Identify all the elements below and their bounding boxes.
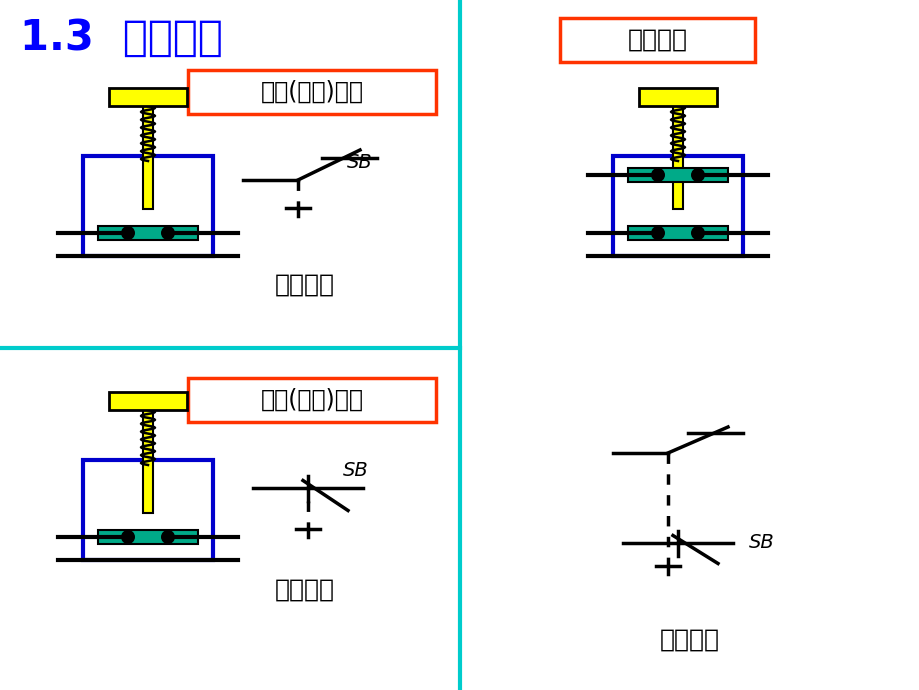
Text: 1.3  控制按鈕: 1.3 控制按鈕 <box>20 17 222 59</box>
Bar <box>98 226 198 240</box>
Bar <box>673 106 682 209</box>
Circle shape <box>161 530 175 544</box>
Bar <box>142 410 153 513</box>
Bar <box>560 18 754 62</box>
Bar <box>187 70 436 114</box>
Bar <box>612 156 743 256</box>
Circle shape <box>690 168 704 182</box>
Bar <box>83 156 213 256</box>
Text: 电路符号: 电路符号 <box>659 628 720 652</box>
Circle shape <box>651 226 664 240</box>
Text: 常开(动合)按鈕: 常开(动合)按鈕 <box>260 80 363 104</box>
Text: 电路符号: 电路符号 <box>275 273 335 297</box>
Bar <box>108 392 187 410</box>
Circle shape <box>121 226 135 240</box>
Bar <box>628 226 727 240</box>
Bar <box>83 460 213 560</box>
Bar <box>108 88 187 106</box>
Circle shape <box>690 226 704 240</box>
Text: SB: SB <box>346 152 372 172</box>
Text: SB: SB <box>343 460 369 480</box>
Bar <box>628 168 727 182</box>
Text: 复合按鈕: 复合按鈕 <box>627 28 686 52</box>
Circle shape <box>161 226 175 240</box>
Circle shape <box>121 530 135 544</box>
Text: 常闭(动断)按鈕: 常闭(动断)按鈕 <box>260 388 363 412</box>
Bar <box>187 378 436 422</box>
Circle shape <box>651 168 664 182</box>
Bar <box>639 88 716 106</box>
Text: 电路符号: 电路符号 <box>275 578 335 602</box>
Text: SB: SB <box>748 533 774 553</box>
Bar <box>98 530 198 544</box>
Bar <box>142 106 153 209</box>
